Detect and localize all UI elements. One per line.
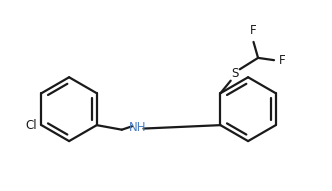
Text: F: F: [279, 54, 285, 67]
Text: F: F: [250, 24, 257, 37]
Text: NH: NH: [129, 121, 146, 134]
Text: Cl: Cl: [26, 119, 38, 132]
Text: S: S: [232, 67, 239, 80]
